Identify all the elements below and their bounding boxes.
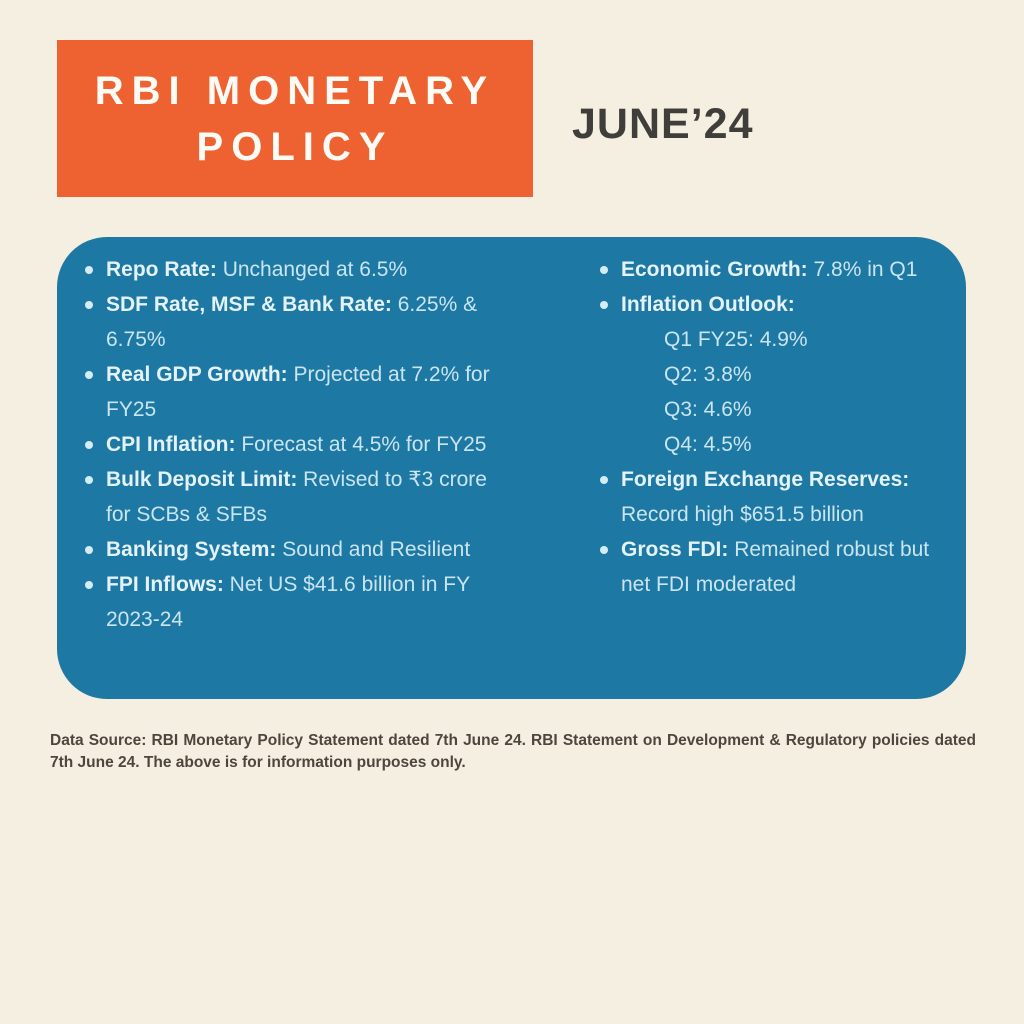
list-item: Gross FDI: Remained robust but net FDI m…: [600, 532, 930, 602]
list-item-text: SDF Rate, MSF & Bank Rate: 6.25% & 6.75%: [106, 293, 478, 351]
data-source-disclaimer: Data Source: RBI Monetary Policy Stateme…: [50, 732, 976, 771]
bullet-icon: [85, 546, 93, 554]
sub-item: Q1 FY25: 4.9%: [664, 328, 808, 351]
page-title-line-1: RBI MONETARY: [94, 68, 496, 113]
list-item: Bulk Deposit Limit: Revised to ₹3 crore …: [85, 462, 495, 532]
bullet-icon: [85, 301, 93, 309]
list-item: Inflation Outlook:: [600, 287, 930, 322]
bullet-icon: [85, 371, 93, 379]
list-item-text: FPI Inflows: Net US $41.6 billion in FY …: [106, 573, 470, 631]
list-item-text: Repo Rate: Unchanged at 6.5%: [106, 258, 408, 281]
sub-item: Q3: 4.6%: [664, 398, 752, 421]
highlights-column-left: Repo Rate: Unchanged at 6.5% SDF Rate, MS…: [85, 252, 495, 699]
list-item: SDF Rate, MSF & Bank Rate: 6.25% & 6.75%: [85, 287, 495, 357]
list-item-text: Banking System: Sound and Resilient: [106, 538, 471, 561]
bullet-icon: [85, 476, 93, 484]
list-item: Real GDP Growth: Projected at 7.2% for F…: [85, 357, 495, 427]
list-item: Banking System: Sound and Resilient: [85, 532, 495, 567]
policy-highlights-panel: Repo Rate: Unchanged at 6.5% SDF Rate, MS…: [57, 237, 966, 699]
list-item-text: CPI Inflation: Forecast at 4.5% for FY25: [106, 433, 487, 456]
list-item: CPI Inflation: Forecast at 4.5% for FY25: [85, 427, 495, 462]
sub-item: Q2: 3.8%: [664, 363, 752, 386]
page-title-line-2: POLICY: [196, 124, 394, 169]
list-item: Repo Rate: Unchanged at 6.5%: [85, 252, 495, 287]
list-item-text: Foreign Exchange Reserves: Record high $…: [621, 468, 910, 526]
bullet-icon: [85, 441, 93, 449]
date-label: JUNE’24: [572, 100, 754, 148]
list-item: Economic Growth: 7.8% in Q1: [600, 252, 930, 287]
sub-item: Q4: 4.5%: [664, 433, 752, 456]
list-item-text: Gross FDI: Remained robust but net FDI m…: [621, 538, 930, 596]
bullet-icon: [600, 301, 608, 309]
bullet-icon: [85, 581, 93, 589]
list-item-text: Inflation Outlook:: [621, 293, 795, 316]
bullet-icon: [600, 266, 608, 274]
list-item-text: Bulk Deposit Limit: Revised to ₹3 crore …: [106, 468, 487, 526]
bullet-icon: [85, 266, 93, 274]
bullet-icon: [600, 546, 608, 554]
list-item: FPI Inflows: Net US $41.6 billion in FY …: [85, 567, 495, 637]
list-item: Foreign Exchange Reserves: Record high $…: [600, 462, 930, 532]
list-item-text: Real GDP Growth: Projected at 7.2% for F…: [106, 363, 490, 421]
header-title-box: RBI MONETARY POLICY: [57, 40, 533, 197]
list-item-text: Economic Growth: 7.8% in Q1: [621, 258, 918, 281]
highlights-column-right: Economic Growth: 7.8% in Q1 Inflation Out…: [600, 252, 930, 699]
bullet-icon: [600, 476, 608, 484]
